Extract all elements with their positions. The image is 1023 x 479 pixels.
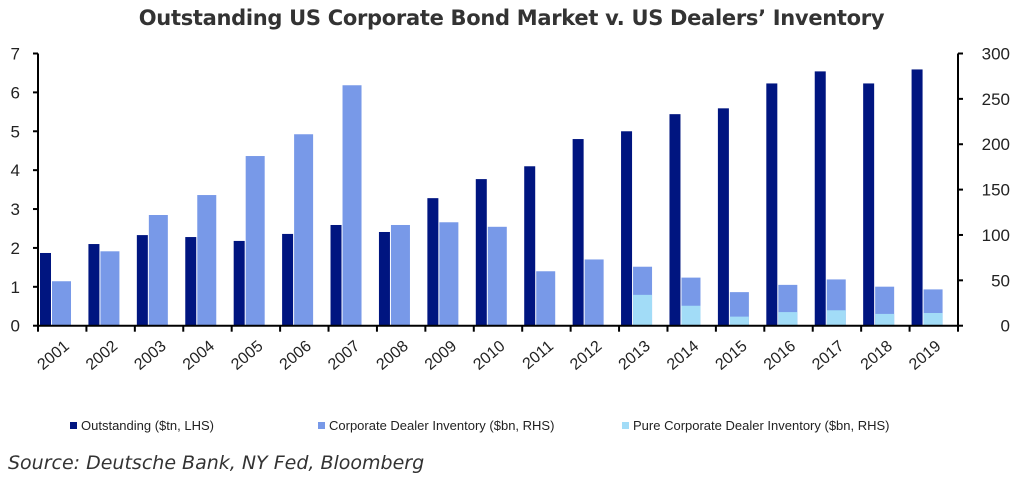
bar-outstanding bbox=[911, 69, 923, 326]
x-tick-label: 2017 bbox=[809, 338, 847, 374]
x-tick-label: 2018 bbox=[858, 338, 896, 374]
x-tick-label: 2006 bbox=[277, 338, 315, 374]
bar-outstanding bbox=[282, 233, 294, 326]
y-right-tick-label: 100 bbox=[982, 226, 1010, 245]
chart-title: Outstanding US Corporate Bond Market v. … bbox=[138, 6, 885, 30]
x-tick-label: 2004 bbox=[180, 338, 218, 374]
y-left-tick-label: 2 bbox=[11, 239, 20, 258]
bar-outstanding bbox=[717, 108, 729, 326]
bar-outstanding bbox=[427, 198, 439, 326]
bar-corporate-dealer-inventory bbox=[390, 224, 410, 326]
bar-pure-corporate-dealer-inventory bbox=[681, 305, 701, 326]
bar-outstanding bbox=[475, 179, 487, 326]
x-tick-label: 2014 bbox=[664, 338, 702, 374]
x-tick-label: 2009 bbox=[422, 338, 460, 374]
y-left-tick-label: 0 bbox=[11, 317, 20, 336]
y-right-tick-label: 150 bbox=[982, 181, 1010, 200]
bar-outstanding bbox=[330, 224, 342, 326]
y-left-tick-label: 4 bbox=[11, 161, 20, 180]
y-right-tick-label: 250 bbox=[982, 90, 1010, 109]
y-left-tick-label: 1 bbox=[11, 278, 20, 297]
legend-swatch bbox=[622, 422, 629, 429]
legend-label: Outstanding ($tn, LHS) bbox=[81, 418, 214, 433]
x-tick-label: 2008 bbox=[374, 338, 412, 374]
bar-pure-corporate-dealer-inventory bbox=[778, 312, 798, 326]
bar-corporate-dealer-inventory bbox=[536, 271, 556, 326]
bar-pure-corporate-dealer-inventory bbox=[633, 294, 653, 326]
bar-outstanding bbox=[863, 83, 875, 326]
x-tick-label: 2010 bbox=[470, 338, 508, 374]
bar-outstanding bbox=[621, 131, 633, 326]
bar-corporate-dealer-inventory bbox=[342, 85, 362, 326]
y-left-tick-label: 6 bbox=[11, 83, 20, 102]
bar-corporate-dealer-inventory bbox=[148, 215, 168, 326]
bar-corporate-dealer-inventory bbox=[197, 195, 217, 326]
bar-corporate-dealer-inventory bbox=[100, 251, 120, 326]
bar-outstanding bbox=[185, 237, 197, 326]
x-tick-label: 2003 bbox=[131, 338, 169, 374]
bar-outstanding bbox=[88, 244, 100, 326]
bar-corporate-dealer-inventory bbox=[52, 281, 71, 326]
bar-outstanding bbox=[378, 231, 390, 326]
bar-outstanding bbox=[136, 235, 148, 326]
bar-pure-corporate-dealer-inventory bbox=[729, 316, 749, 326]
x-tick-label: 2005 bbox=[228, 338, 266, 374]
bar-corporate-dealer-inventory bbox=[439, 222, 459, 326]
source-note: Source: Deutsche Bank, NY Fed, Bloomberg bbox=[8, 452, 425, 474]
y-right-tick-label: 50 bbox=[991, 271, 1010, 290]
bar-corporate-dealer-inventory bbox=[487, 226, 507, 326]
bar-outstanding bbox=[233, 240, 245, 326]
x-tick-label: 2011 bbox=[520, 338, 557, 373]
y-left-tick-label: 3 bbox=[11, 200, 20, 219]
bar-outstanding bbox=[814, 71, 826, 326]
bar-pure-corporate-dealer-inventory bbox=[826, 310, 846, 326]
x-tick-label: 2002 bbox=[83, 338, 121, 374]
x-tick-label: 2013 bbox=[616, 338, 654, 374]
bar-pure-corporate-dealer-inventory bbox=[923, 312, 943, 326]
legend-swatch bbox=[318, 422, 325, 429]
y-right-tick-label: 200 bbox=[982, 135, 1010, 154]
bar-chart: 2001 2002 2003 2004 2005 2006 2007 2008 2009 2010… bbox=[11, 45, 1010, 434]
x-tick-label: 2019 bbox=[906, 338, 944, 374]
bar-outstanding bbox=[669, 114, 681, 326]
bar-corporate-dealer-inventory bbox=[245, 156, 265, 326]
x-tick-label: 2007 bbox=[325, 338, 363, 374]
bar-corporate-dealer-inventory bbox=[294, 134, 314, 326]
x-tick-label: 2016 bbox=[761, 338, 799, 374]
x-tick-label: 2015 bbox=[712, 338, 750, 374]
legend-label: Corporate Dealer Inventory ($bn, RHS) bbox=[329, 418, 554, 433]
bar-outstanding bbox=[572, 139, 584, 326]
x-tick-label: 2001 bbox=[35, 338, 73, 374]
bar-corporate-dealer-inventory bbox=[584, 259, 604, 326]
y-left-tick-label: 7 bbox=[11, 45, 20, 64]
y-left-tick-label: 5 bbox=[11, 122, 20, 141]
bar-outstanding bbox=[766, 83, 778, 326]
y-right-tick-label: 300 bbox=[982, 45, 1010, 64]
legend-swatch bbox=[70, 422, 77, 429]
bar-outstanding bbox=[40, 252, 51, 326]
legend-label: Pure Corporate Dealer Inventory ($bn, RH… bbox=[633, 418, 890, 433]
x-tick-label: 2012 bbox=[567, 338, 605, 374]
y-right-tick-label: 0 bbox=[1001, 317, 1010, 336]
bar-outstanding bbox=[524, 166, 536, 326]
bar-pure-corporate-dealer-inventory bbox=[875, 313, 895, 326]
